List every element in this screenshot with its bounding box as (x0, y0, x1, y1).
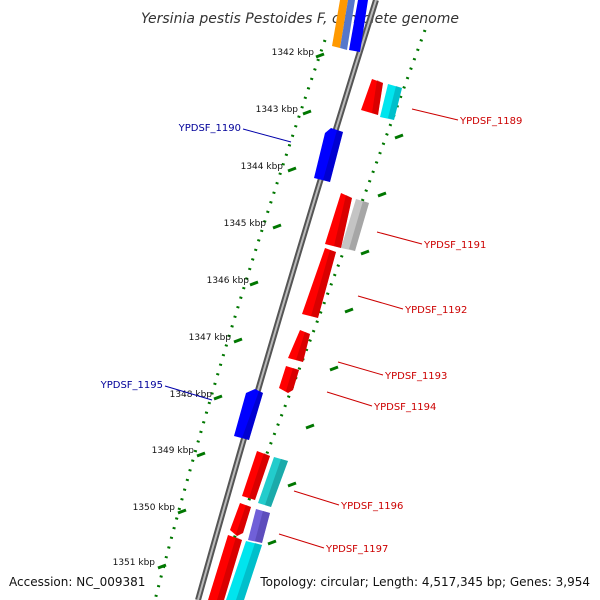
gene-label-YPDSF_1193[interactable]: YPDSF_1193 (384, 371, 447, 382)
feature-steelblue (340, 0, 355, 50)
gene-label-YPDSF_1197[interactable]: YPDSF_1197 (325, 544, 388, 555)
gene-label-YPDSF_1190[interactable]: YPDSF_1190 (178, 123, 241, 134)
gene-YPDSF_1190[interactable] (314, 128, 343, 182)
gene-label-YPDSF_1189[interactable]: YPDSF_1189 (459, 116, 522, 127)
tick-label: 1347 kbp (189, 333, 232, 343)
feature-cyan-1189 (380, 84, 402, 120)
tick-label: 1349 kbp (152, 446, 195, 456)
feature-grey-1191 (341, 199, 369, 251)
tick-label: 1346 kbp (207, 276, 250, 286)
tick-label: 1350 kbp (133, 503, 176, 513)
gene-YPDSF_1193[interactable] (288, 330, 310, 362)
tick-label: 1344 kbp (241, 162, 284, 172)
gene-label-YPDSF_1191[interactable]: YPDSF_1191 (423, 240, 486, 251)
tick-label: 1348 kbp (170, 390, 213, 400)
feature-teal-1196 (258, 457, 288, 507)
gene-YPDSF_1196[interactable] (242, 451, 270, 500)
top-features (332, 0, 368, 52)
major-ticks (157, 52, 404, 570)
leader-lines (164, 108, 459, 549)
genome-backbone-highlight (197, 0, 377, 600)
topology-text: Topology: circular; Length: 4,517,345 bp… (259, 575, 590, 589)
gene-YPDSF_1192[interactable] (302, 248, 336, 318)
gene-YPDSF_1197[interactable] (230, 503, 251, 536)
feature-purple-1197 (248, 509, 270, 543)
gene-label-YPDSF_1194[interactable]: YPDSF_1194 (373, 402, 436, 413)
accession-text: Accession: NC_009381 (9, 575, 145, 589)
gene-YPDSF_1195[interactable] (234, 389, 263, 440)
gene-YPDSF_1194[interactable] (279, 366, 299, 393)
bottom-features (208, 535, 262, 600)
tick-label: 1343 kbp (256, 105, 299, 115)
gene-label-YPDSF_1195[interactable]: YPDSF_1195 (100, 380, 163, 391)
tick-label: 1351 kbp (113, 558, 156, 568)
tick-label: 1342 kbp (272, 48, 315, 58)
gene-label-YPDSF_1196[interactable]: YPDSF_1196 (340, 501, 403, 512)
gene-label-YPDSF_1192[interactable]: YPDSF_1192 (404, 305, 467, 316)
feature-blue-top (349, 0, 368, 52)
gene-YPDSF_1191[interactable] (325, 193, 352, 248)
genome-title: Yersinia pestis Pestoides F, complete ge… (141, 11, 459, 27)
tick-label: 1345 kbp (224, 219, 267, 229)
feature-orange (332, 0, 348, 48)
gene-YPDSF_1189[interactable] (361, 79, 383, 115)
